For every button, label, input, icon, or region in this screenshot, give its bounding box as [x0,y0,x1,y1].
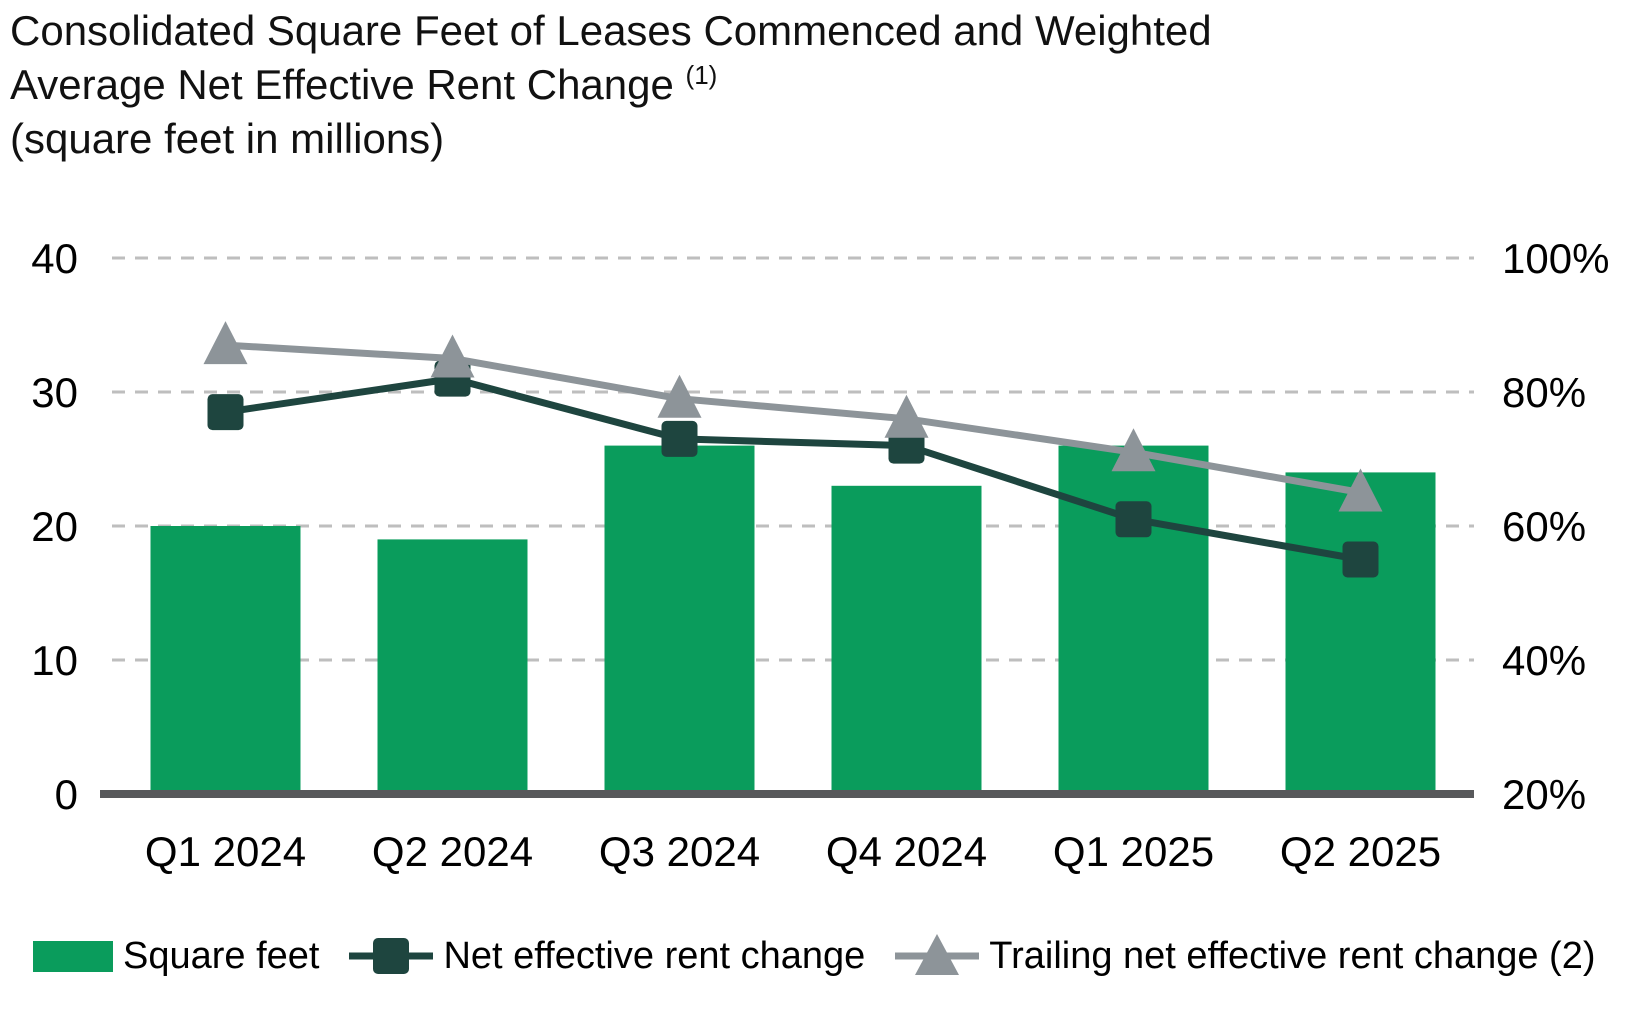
chart-subtitle: (square feet in millions) [10,115,445,162]
triangle-marker-q4-2024 [884,394,929,438]
x-axis-label-q4-2024: Q4 2024 [826,828,987,875]
legend-item-net-effective-rent-change: Net effective rent change [349,933,865,979]
plot-area: 40 30 20 10 0 100% 80% 60% 40% 20% Q1 2024 Q2 2024 Q… [31,235,1609,875]
triangle-marker-q1-2024 [203,321,248,365]
legend-square-marker-icon [349,938,434,974]
legend-label-square-feet: Square feet [123,934,320,977]
x-axis-label-q1-2025: Q1 2025 [1053,828,1214,875]
trailing-net-effective-rent-line [225,341,1362,496]
square-marker-q3-2024 [661,420,698,457]
legend-label-trailing-net-effective-rent-change-2: Trailing net effective rent change (2) [989,934,1596,977]
left-axis-tick-30: 30 [31,369,78,416]
left-axis-tick-20: 20 [31,503,78,550]
right-axis-tick-40: 40% [1502,637,1586,684]
square-marker-q1-2024 [207,394,244,431]
square-marker-q1-2025 [1115,501,1152,538]
legend-bar-swatch-icon [33,940,113,972]
triangle-marker-q1-2025 [1111,428,1156,472]
right-axis-tick-60: 60% [1502,503,1586,550]
right-axis-tick-20: 20% [1502,771,1586,818]
bar-q2-2024 [377,539,528,794]
x-axis-label-q2-2024: Q2 2024 [372,828,533,875]
chart-legend: Square feet Net effective rent change Trai… [33,928,1633,984]
right-axis-tick-100: 100% [1502,235,1609,282]
footnote-marker: (1) [685,60,718,90]
left-axis-tick-10: 10 [31,637,78,684]
bar-q1-2024 [150,526,301,794]
triangle-marker-q2-2025 [1338,468,1383,512]
legend-label-net-effective-rent-change: Net effective rent change [443,934,866,977]
net-effective-rent-line [224,375,1362,563]
legend-item-trailing-net-effective-rent-change-2: Trailing net effective rent change (2) [895,933,1596,979]
bar-q2-2025 [1285,472,1436,794]
chart-title: Consolidated Square Feet of Leases Comme… [10,4,1212,166]
bar-q1-2025 [1058,445,1209,794]
x-axis-label-q1-2024: Q1 2024 [145,828,306,875]
bar-q4-2024 [831,485,982,794]
legend-triangle-marker-icon [895,934,980,975]
bar-q3-2024 [604,445,755,794]
left-axis-tick-0: 0 [55,771,78,818]
title-line-1: Consolidated Square Feet of Leases Comme… [10,7,1212,54]
x-axis-label-q2-2025: Q2 2025 [1280,828,1441,875]
left-axis-tick-40: 40 [31,235,78,282]
title-line-2: Average Net Effective Rent Change (1) [10,60,718,108]
triangle-marker-q3-2024 [657,374,702,418]
square-marker-q2-2025 [1342,541,1379,578]
triangle-marker-q2-2024 [430,334,475,378]
x-axis-label-q3-2024: Q3 2024 [599,828,760,875]
right-axis-tick-80: 80% [1502,369,1586,416]
legend-item-square-feet: Square feet [33,935,319,978]
